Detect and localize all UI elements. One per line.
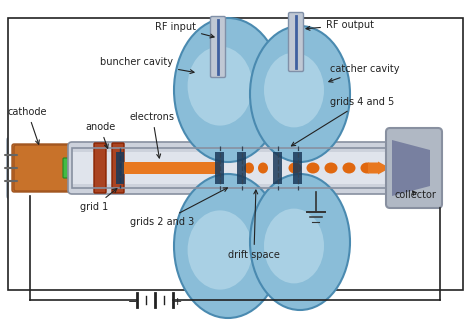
FancyArrow shape	[368, 162, 390, 174]
Ellipse shape	[289, 163, 301, 173]
Bar	[116, 152, 124, 184]
Ellipse shape	[244, 163, 254, 173]
Ellipse shape	[264, 53, 324, 127]
Bar	[237, 152, 246, 184]
Ellipse shape	[264, 209, 324, 283]
Polygon shape	[392, 140, 430, 196]
Text: RF input: RF input	[155, 22, 214, 38]
Text: drift space: drift space	[228, 190, 280, 260]
FancyBboxPatch shape	[12, 144, 70, 192]
Text: grids 4 and 5: grids 4 and 5	[292, 97, 394, 146]
FancyBboxPatch shape	[63, 158, 72, 178]
Ellipse shape	[188, 210, 252, 290]
Ellipse shape	[174, 174, 282, 318]
FancyBboxPatch shape	[68, 142, 434, 194]
Text: electrons: electrons	[130, 112, 175, 158]
Ellipse shape	[250, 26, 350, 162]
Ellipse shape	[250, 174, 350, 310]
FancyBboxPatch shape	[289, 12, 303, 72]
FancyBboxPatch shape	[62, 157, 72, 179]
Text: collector: collector	[395, 190, 437, 200]
FancyBboxPatch shape	[386, 128, 442, 208]
FancyBboxPatch shape	[7, 137, 83, 199]
FancyBboxPatch shape	[210, 16, 226, 78]
Bar	[72, 148, 430, 188]
FancyBboxPatch shape	[14, 145, 70, 191]
Bar	[122, 162, 220, 174]
Bar	[8, 18, 463, 290]
Text: RF output: RF output	[306, 20, 374, 30]
Bar	[293, 152, 302, 184]
Ellipse shape	[174, 18, 282, 162]
Bar	[273, 152, 282, 184]
Text: grids 2 and 3: grids 2 and 3	[130, 188, 228, 227]
Ellipse shape	[343, 163, 356, 173]
Ellipse shape	[307, 163, 319, 173]
Ellipse shape	[188, 46, 252, 126]
Text: grid 1: grid 1	[80, 188, 117, 212]
Text: anode: anode	[85, 122, 115, 148]
Ellipse shape	[258, 163, 268, 173]
FancyBboxPatch shape	[112, 143, 124, 193]
Text: cathode: cathode	[8, 107, 47, 144]
Text: catcher cavity: catcher cavity	[329, 64, 400, 82]
Text: −: −	[128, 297, 137, 307]
Text: buncher cavity: buncher cavity	[100, 57, 194, 74]
FancyBboxPatch shape	[94, 143, 106, 193]
Ellipse shape	[361, 163, 374, 173]
Bar	[215, 152, 224, 184]
Bar	[72, 152, 430, 184]
Ellipse shape	[325, 163, 337, 173]
Text: +: +	[173, 297, 182, 307]
